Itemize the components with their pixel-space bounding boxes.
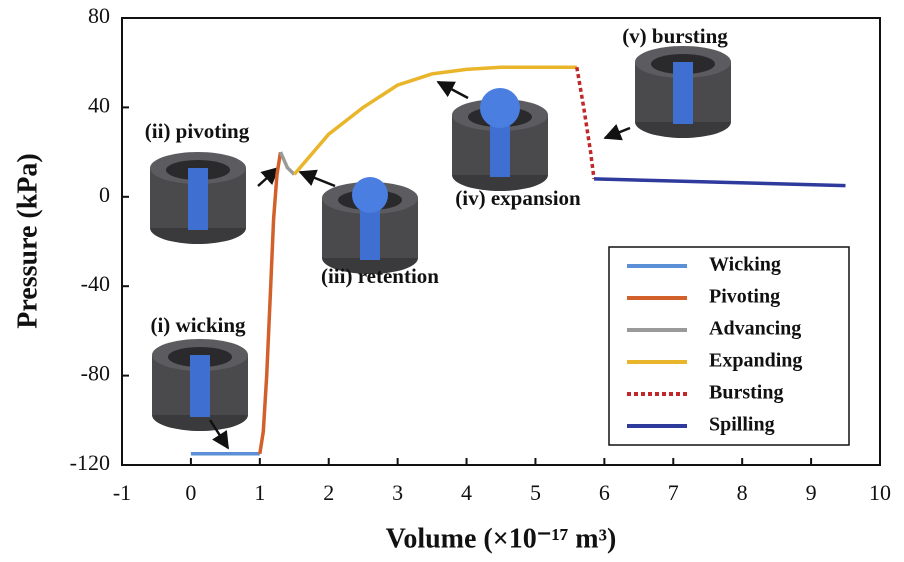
x-tick-label: 10 [869,480,891,505]
legend-label: Expanding [709,350,802,372]
y-tick-label: -120 [70,450,110,475]
legend-label: Pivoting [709,286,780,308]
y-tick-label: -40 [81,271,110,296]
annotation: (i) wicking [150,313,246,337]
x-tick-label: 5 [530,480,541,505]
annotation: (iii) retention [321,264,439,288]
legend-label: Wicking [709,254,781,276]
legend-label: Advancing [709,318,801,340]
annotation: (v) bursting [622,24,728,48]
series-line [594,179,846,186]
x-tick-label: 3 [392,480,403,505]
x-tick-label: 4 [461,480,472,505]
y-tick-label: -80 [81,361,110,386]
x-tick-label: 9 [806,480,817,505]
legend-label: Spilling [709,414,775,436]
y-axis-title: Pressure (kPa) [12,153,43,329]
x-axis-title: Volume (×10⁻¹⁷ m³) [386,523,617,554]
x-tick-label: 2 [323,480,334,505]
series-line [260,152,281,454]
x-tick-label: 0 [185,480,196,505]
y-tick-label: 40 [88,92,110,117]
y-tick-label: 0 [99,182,110,207]
x-tick-label: 7 [668,480,679,505]
x-tick-label: 8 [737,480,748,505]
y-tick-label: 80 [88,3,110,28]
chart: Volume (×10⁻¹⁷ m³) Pressure (kPa) -1 0 1 2 3… [0,0,904,562]
x-tick-label: 1 [254,480,265,505]
x-tick-label: 6 [599,480,610,505]
legend-label: Bursting [709,382,783,404]
series-line [577,67,594,179]
annotation: (iv) expansion [455,186,581,210]
series-line [281,152,295,174]
annotation: (ii) pivoting [145,119,250,143]
x-tick-label: -1 [113,480,131,505]
